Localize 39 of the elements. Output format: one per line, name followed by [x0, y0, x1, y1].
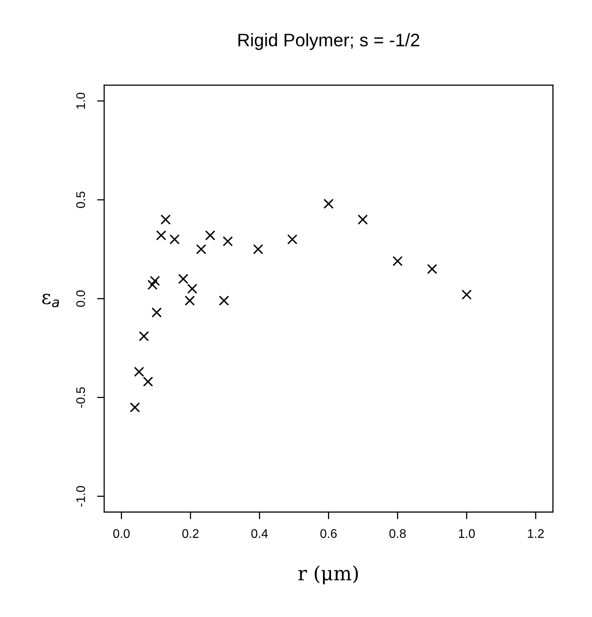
point	[287, 234, 298, 244]
point	[134, 366, 144, 377]
point	[187, 284, 198, 294]
y-axis-title: ε$_{a}$	[42, 294, 59, 308]
point	[358, 214, 368, 225]
x-tick-label: 0.2	[182, 529, 199, 538]
point	[130, 402, 140, 412]
point	[184, 296, 195, 306]
y-tick-label: 0.0	[76, 290, 86, 307]
point	[178, 274, 188, 284]
y-tick-label: -0.5	[76, 387, 86, 408]
x-axis-title: r (μm)	[298, 565, 358, 584]
y-tick-label: -1.0	[76, 486, 86, 507]
x-tick-label: 1.0	[458, 529, 475, 538]
x-tick-label: 1.2	[528, 529, 544, 538]
point	[392, 256, 403, 266]
point	[170, 234, 180, 244]
point	[150, 276, 160, 286]
x-tick-label: 0.6	[320, 529, 337, 538]
x-tick-label: 0.8	[389, 529, 406, 538]
point	[253, 244, 264, 254]
point	[222, 236, 233, 246]
point	[147, 280, 158, 290]
point	[218, 296, 230, 306]
point	[205, 230, 216, 240]
point	[138, 331, 149, 342]
point	[427, 264, 438, 274]
x-tick-label: 0.4	[251, 529, 268, 538]
chart-title: Rigid Polymer; s = -1/2	[238, 33, 420, 50]
x-tick-label: 0.0	[113, 529, 130, 538]
point	[196, 244, 206, 254]
point	[323, 198, 334, 209]
point	[462, 290, 472, 300]
point	[160, 214, 171, 225]
y-tick-label: 0.5	[76, 192, 86, 208]
point	[156, 230, 166, 240]
y-tick-label: 1.0	[76, 92, 86, 109]
point	[152, 307, 162, 318]
point	[142, 376, 154, 387]
